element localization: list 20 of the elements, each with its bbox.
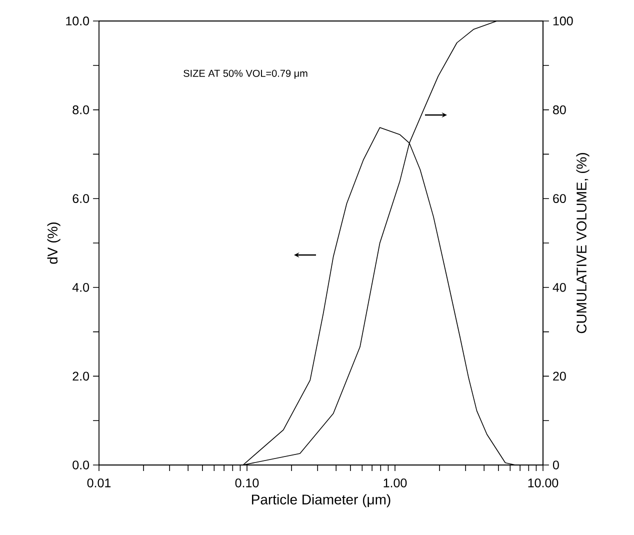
y-tick-label: 10.0 [66, 16, 90, 26]
x-tick-label: 0.01 [87, 478, 111, 488]
y2-tick-label: 40 [552, 282, 566, 292]
y2-tick-label: 80 [553, 105, 566, 114]
y-tick-label: 4.0 [72, 282, 90, 292]
x-tick-label: 0.10 [235, 478, 259, 488]
y-tick-label: 0.0 [72, 460, 90, 470]
y-tick-label: 6.0 [72, 194, 90, 204]
y-tick-label: 2.0 [72, 372, 90, 381]
y2-tick-label: 20 [553, 372, 566, 381]
y2-tick-label: 100 [553, 16, 573, 26]
y2-tick-label: 0 [552, 460, 559, 470]
y2-tick-label: 60 [553, 194, 566, 204]
y-axis-title: dV (%) [47, 222, 60, 264]
y2-axis-title: CUMULATIVE VOLUME, (%) [576, 152, 590, 334]
y-tick-label: 8.0 [72, 105, 90, 114]
x-tick-label: 1.00 [384, 478, 407, 488]
x-axis-title: Particle Diameter (μm) [252, 494, 390, 508]
annotation: SIZE AT 50% VOL=0.79 μm [184, 70, 308, 79]
x-tick-label: 10.00 [528, 478, 558, 488]
